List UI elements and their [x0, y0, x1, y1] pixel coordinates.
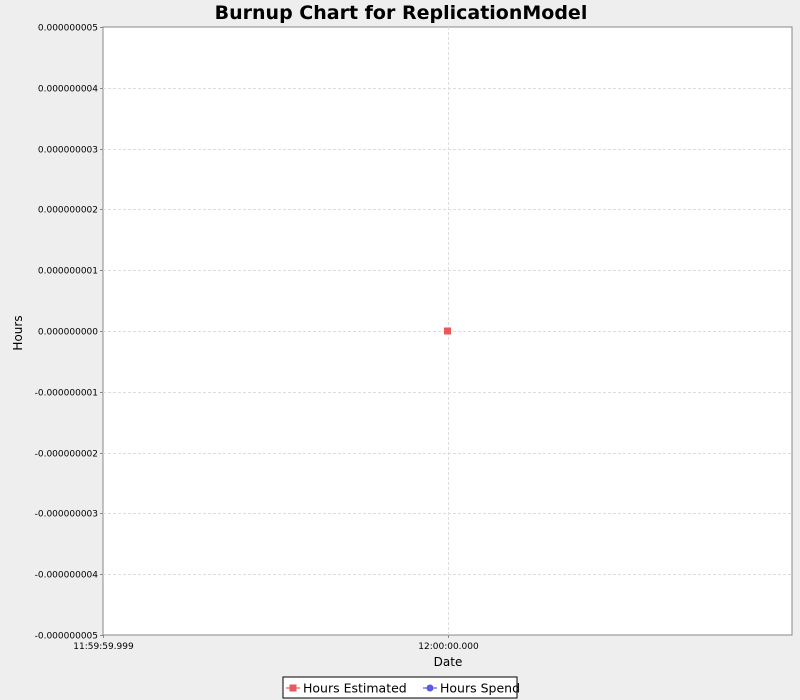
y-tick-label: -0.000000004 — [35, 571, 99, 581]
y-tick-label: 0.000000003 — [38, 146, 98, 156]
y-tick-label: 0.000000002 — [38, 206, 98, 216]
grid-lines — [103, 27, 792, 635]
y-tick-label: 0.000000000 — [38, 328, 98, 338]
legend-label: Hours Estimated — [303, 681, 407, 696]
y-tick-label: 0.000000005 — [38, 24, 98, 34]
x-axis-ticks: 11:59:59.999 12:00:00.000 — [73, 635, 479, 652]
y-tick-label: 0.000000004 — [38, 85, 98, 95]
x-axis-label: Date — [434, 655, 463, 669]
y-tick-label: -0.000000001 — [35, 389, 98, 399]
y-axis-ticks: 0.000000005 0.000000004 0.000000003 0.00000… — [35, 24, 103, 642]
legend: Hours Estimated Hours Spend — [282, 676, 520, 699]
series-layer — [444, 327, 451, 335]
legend-marker — [289, 684, 297, 692]
legend-label: Hours Spend — [440, 681, 520, 696]
legend-box — [282, 676, 518, 699]
y-axis-label: Hours — [11, 315, 25, 350]
y-tick-label: -0.000000003 — [35, 510, 98, 520]
x-tick-label: 12:00:00.000 — [418, 642, 479, 652]
x-tick-label: 11:59:59.999 — [73, 642, 134, 652]
y-tick-label: -0.000000002 — [35, 450, 98, 460]
legend-marker — [426, 684, 434, 692]
chart-title: Burnup Chart for ReplicationModel — [215, 2, 588, 24]
y-tick-label: 0.000000001 — [38, 267, 98, 277]
data-point — [444, 327, 451, 335]
y-tick-label: -0.000000005 — [35, 632, 98, 642]
